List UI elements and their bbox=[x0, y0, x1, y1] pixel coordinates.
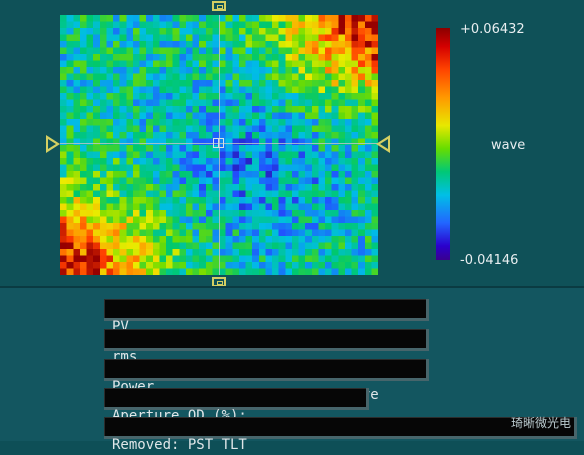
color-scale-min: -0.04146 bbox=[460, 253, 519, 268]
top-cursor-handle[interactable] bbox=[212, 1, 226, 11]
crosshair-center-marker[interactable] bbox=[213, 138, 224, 148]
right-cursor-handle[interactable] bbox=[376, 135, 390, 153]
color-scale-max: +0.06432 bbox=[460, 22, 525, 37]
removed-terms-readout: Removed: PST TLT bbox=[104, 417, 577, 453]
left-cursor-handle[interactable] bbox=[46, 135, 60, 153]
crosshair-vertical-line bbox=[219, 15, 220, 275]
color-scale-bar bbox=[436, 28, 450, 260]
watermark-text: 琦晰微光电 bbox=[511, 416, 572, 430]
color-scale-unit: wave bbox=[491, 138, 526, 153]
power-readout: Power 0.038 wave bbox=[104, 359, 429, 433]
rms-readout: rms 0.016 wave bbox=[104, 329, 429, 403]
aperture-readout: Aperture OD (%): bbox=[104, 388, 369, 424]
pv-readout: PV 0.106 wave bbox=[104, 299, 429, 373]
